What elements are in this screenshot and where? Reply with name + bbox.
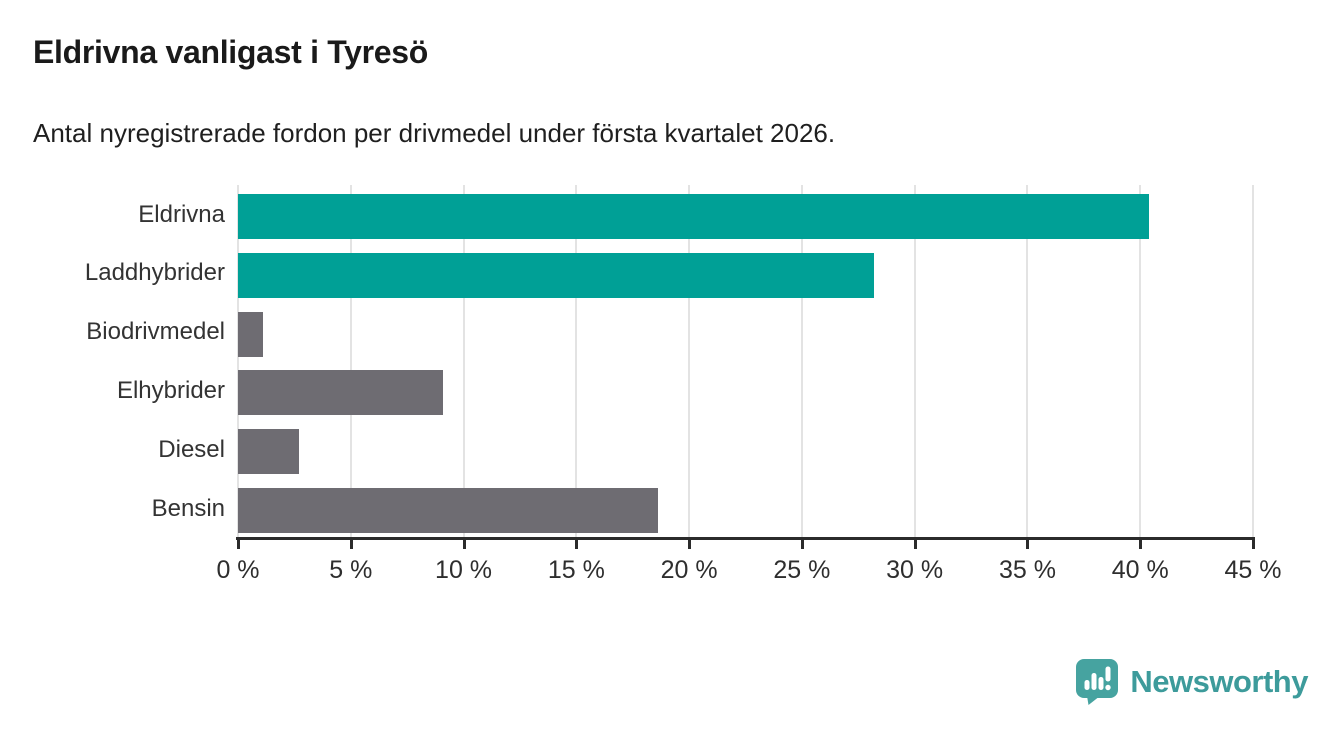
- x-tick-label: 15 %: [547, 556, 605, 584]
- bar-eldrivna: [238, 193, 1150, 239]
- plot-area: [237, 185, 1254, 538]
- gridline: [800, 185, 803, 538]
- x-tick-label: 40 %: [1111, 556, 1169, 584]
- bar-laddhybrider: [238, 252, 875, 298]
- chart-title: Eldrivna vanligast i Tyresö: [33, 34, 429, 70]
- x-tick-label: 25 %: [773, 556, 831, 584]
- x-axis-tick: [1252, 540, 1255, 549]
- bar-elhybrider: [238, 370, 444, 416]
- category-label-laddhybrider: Laddhybrider: [84, 259, 225, 287]
- x-axis-tick: [1026, 540, 1030, 549]
- x-axis-tick: [1139, 540, 1143, 549]
- category-label-diesel: Diesel: [158, 435, 225, 463]
- gridline: [1026, 185, 1029, 538]
- x-axis-tick: [688, 540, 692, 549]
- category-label-eldrivna: Eldrivna: [138, 200, 225, 228]
- bar-diesel: [238, 429, 299, 475]
- x-tick-label: 30 %: [886, 556, 944, 584]
- gridline: [575, 185, 578, 538]
- gridline: [1139, 185, 1142, 538]
- x-axis-tick: [575, 540, 579, 549]
- x-tick-label: 45 %: [1224, 556, 1282, 584]
- gridline: [349, 185, 352, 538]
- newsworthy-wordmark: Newsworthy: [1130, 663, 1308, 699]
- gridline: [688, 185, 691, 538]
- gridline: [913, 185, 916, 538]
- x-axis-tick: [913, 540, 917, 549]
- x-tick-label: 35 %: [998, 556, 1056, 584]
- gridline: [1252, 185, 1254, 538]
- x-tick-label: 5 %: [329, 556, 373, 584]
- category-label-biodrivmedel: Biodrivmedel: [86, 318, 225, 346]
- x-tick-label: 20 %: [660, 556, 718, 584]
- category-label-bensin: Bensin: [151, 494, 225, 522]
- newsworthy-logo-icon: [1075, 658, 1120, 705]
- bar-biodrivmedel: [238, 311, 263, 357]
- x-axis-tick: [800, 540, 804, 549]
- x-axis-line: [236, 537, 1255, 540]
- x-axis-tick: [462, 540, 466, 549]
- x-tick-label: 10 %: [435, 556, 493, 584]
- category-label-elhybrider: Elhybrider: [116, 377, 225, 404]
- x-tick-label: 0 %: [216, 556, 260, 584]
- bar-bensin: [238, 488, 658, 534]
- brand-footer: Newsworthy: [1075, 658, 1308, 705]
- gridline: [462, 185, 465, 538]
- x-axis-tick: [349, 540, 353, 549]
- gridline: [237, 185, 239, 538]
- chart-subtitle: Antal nyregistrerade fordon per drivmede…: [33, 118, 836, 148]
- x-axis-tick: [237, 540, 240, 549]
